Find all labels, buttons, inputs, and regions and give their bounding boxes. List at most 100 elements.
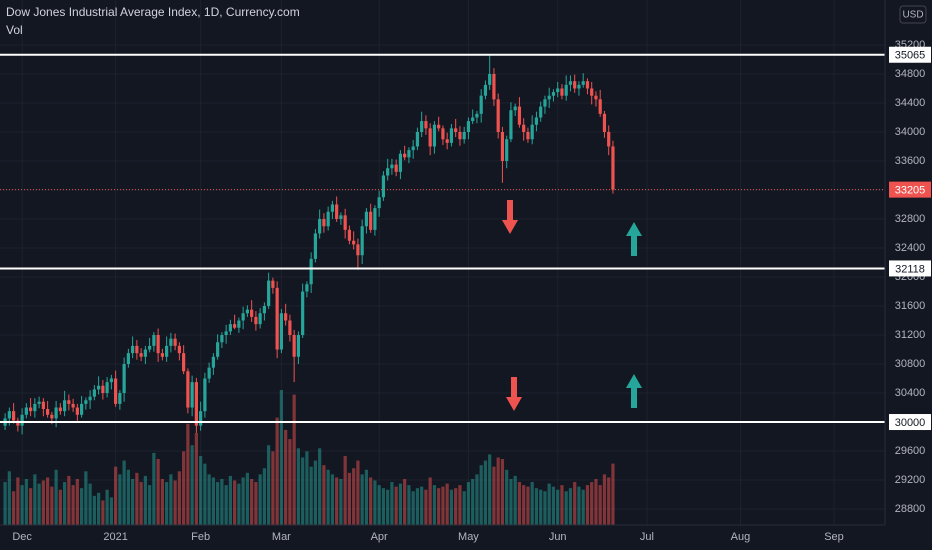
candle-body <box>50 414 54 419</box>
candle-body <box>58 407 62 412</box>
candle-body <box>522 124 526 132</box>
candle-body <box>343 215 347 230</box>
candle-body <box>551 92 556 96</box>
volume-bar <box>284 429 288 525</box>
volume-bar <box>505 469 509 525</box>
candle-body <box>114 378 118 404</box>
candle-body <box>135 345 139 354</box>
volume-bar <box>500 459 505 525</box>
candle-body <box>279 313 283 350</box>
currency-button[interactable] <box>899 5 927 24</box>
volume-bar <box>80 488 84 525</box>
volume-bar <box>475 474 479 525</box>
volume-bar <box>148 485 152 525</box>
candle-body <box>403 153 407 158</box>
candle-body <box>177 345 181 354</box>
candle-body <box>381 175 386 198</box>
candle-body <box>471 117 475 122</box>
volume-bar <box>568 488 573 525</box>
arrow-up <box>626 222 642 256</box>
candle-body <box>475 113 479 118</box>
candle-body <box>80 403 84 415</box>
candle-body <box>581 81 585 85</box>
volume-bar <box>556 489 560 525</box>
candle-body <box>428 128 432 147</box>
volume-bar <box>258 474 262 525</box>
x-tick-label: Dec <box>12 531 32 543</box>
candle-body <box>377 197 381 209</box>
volume-bar <box>492 466 496 525</box>
candle-body <box>186 371 190 408</box>
candle-body <box>305 284 309 292</box>
candle-body <box>126 353 130 365</box>
candle-body <box>92 389 96 397</box>
candle-body <box>500 131 505 161</box>
candle-body <box>543 99 547 107</box>
volume-bar <box>590 482 594 525</box>
volume-bar <box>71 485 75 525</box>
volume-bar <box>88 483 92 525</box>
volume-bar <box>279 390 283 525</box>
candle-body <box>131 345 135 354</box>
x-tick-label: Aug <box>731 531 751 543</box>
candle-body <box>496 99 500 132</box>
volume-bar <box>594 478 598 525</box>
candle-body <box>602 113 607 132</box>
candle-body <box>530 124 534 140</box>
volume-bar <box>50 486 54 525</box>
candle-body <box>420 121 424 132</box>
candle-body <box>483 84 488 96</box>
volume-bar <box>522 485 526 525</box>
volume-bar <box>483 460 488 525</box>
volume-bar <box>479 465 483 525</box>
volume-bar <box>309 466 313 525</box>
volume-bar <box>339 478 343 525</box>
candle-body <box>267 280 271 307</box>
candle-body <box>539 106 543 118</box>
volume-bar <box>398 483 403 525</box>
volume-bar <box>373 480 377 525</box>
volume-bar <box>122 460 126 525</box>
candle-body <box>224 331 228 336</box>
volume-bar <box>126 469 130 525</box>
x-tick-label: Feb <box>191 531 210 543</box>
volume-bar <box>233 480 237 525</box>
volume-bar <box>203 463 207 525</box>
currency-label[interactable]: USD <box>902 10 923 21</box>
candle-body <box>398 153 403 172</box>
volume-bar <box>139 482 143 525</box>
candle-body <box>199 411 203 426</box>
candle-body <box>356 244 360 256</box>
volume-bar <box>267 445 271 525</box>
volume-bar <box>330 474 335 525</box>
volume-bar <box>432 485 437 525</box>
candle-body <box>462 131 466 140</box>
volume-bar <box>466 482 471 525</box>
volume-bar <box>577 486 581 525</box>
candle-body <box>526 131 530 140</box>
volume-bar <box>262 468 266 525</box>
volume-bar <box>177 471 181 525</box>
y-tick-label: 33600 <box>895 155 926 167</box>
candle-body <box>254 316 258 325</box>
volume-bar <box>194 432 198 525</box>
candle-body <box>88 396 92 401</box>
candle-body <box>250 309 254 317</box>
volume-bar <box>220 478 224 525</box>
volume-bar <box>322 465 326 525</box>
level-label-box <box>889 46 931 63</box>
volume-bar <box>318 448 322 525</box>
volume-bar <box>458 485 462 525</box>
candle-body <box>33 403 37 412</box>
candle-body <box>445 139 449 143</box>
x-tick-label: Jun <box>549 531 567 543</box>
volume-bar <box>288 439 292 525</box>
candle-body <box>488 73 492 85</box>
y-tick-label: 34000 <box>895 126 926 138</box>
volume-bar <box>118 474 122 525</box>
candle-body <box>449 128 454 143</box>
volume-bar <box>156 459 160 525</box>
candle-body <box>441 128 445 140</box>
volume-bar <box>301 457 305 525</box>
candle-body <box>415 131 420 147</box>
